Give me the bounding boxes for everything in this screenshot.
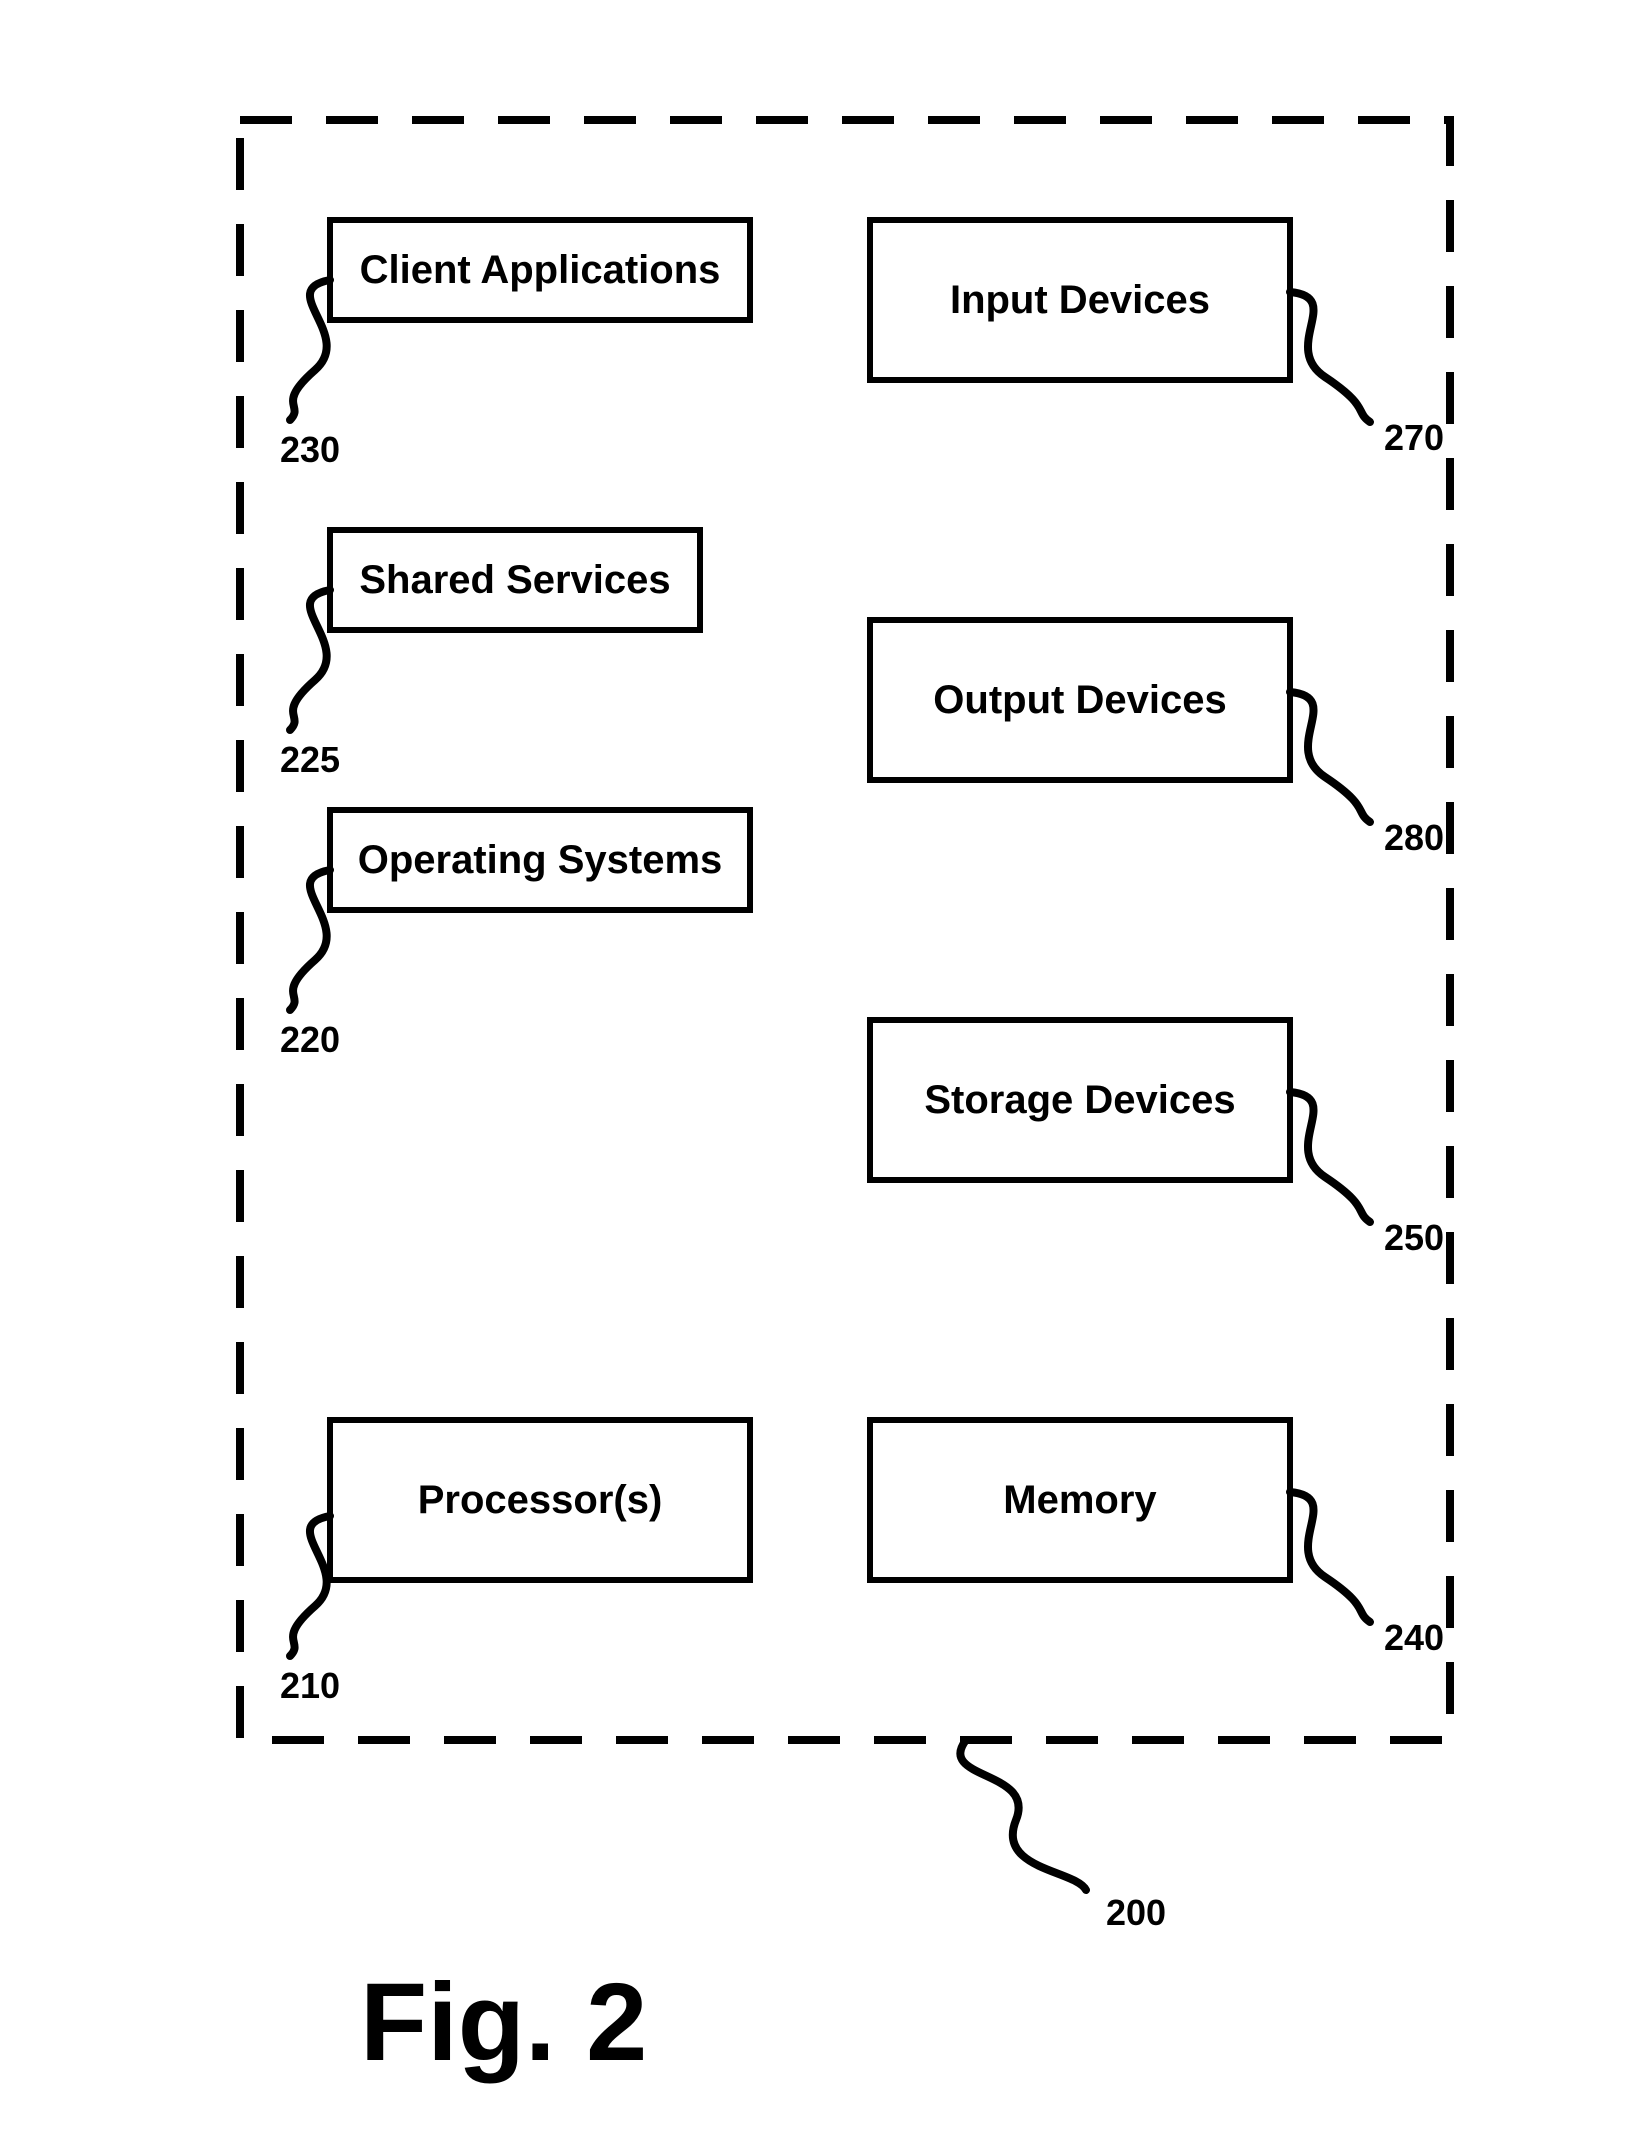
leader-processors: [290, 1516, 330, 1656]
box-label-shared-services: Shared Services: [359, 558, 670, 602]
ref-label-memory: 240: [1384, 1617, 1444, 1658]
leader-memory: [1290, 1492, 1370, 1622]
leader-output-devices: [1290, 692, 1370, 822]
ref-label-input-devices: 270: [1384, 417, 1444, 458]
box-label-input-devices: Input Devices: [950, 278, 1210, 322]
ref-label-processors: 210: [280, 1665, 340, 1706]
leader-client-applications: [290, 280, 330, 420]
figure-container: { "figure": { "label": "Fig. 2", "label_…: [0, 0, 1640, 2129]
ref-label-storage-devices: 250: [1384, 1217, 1444, 1258]
ref-label-shared-services: 225: [280, 739, 340, 780]
box-label-output-devices: Output Devices: [933, 678, 1226, 722]
diagram-svg: 200 Client Applications 230 Shared Services…: [0, 0, 1640, 2129]
box-label-storage-devices: Storage Devices: [924, 1078, 1235, 1122]
box-label-client-applications: Client Applications: [360, 248, 721, 292]
box-label-processors: Processor(s): [418, 1478, 663, 1522]
leader-shared-services: [290, 590, 330, 730]
ref-label-client-applications: 230: [280, 429, 340, 470]
box-label-operating-systems: Operating Systems: [358, 838, 723, 882]
box-label-memory: Memory: [1003, 1478, 1157, 1522]
ref-label-output-devices: 280: [1384, 817, 1444, 858]
ref-label-container: 200: [1106, 1892, 1166, 1933]
leader-input-devices: [1290, 292, 1370, 422]
figure-label: Fig. 2: [360, 1961, 647, 2084]
leader-operating-systems: [290, 870, 330, 1010]
ref-label-operating-systems: 220: [280, 1019, 340, 1060]
leader-storage-devices: [1290, 1092, 1370, 1222]
leader-container: [960, 1740, 1086, 1890]
